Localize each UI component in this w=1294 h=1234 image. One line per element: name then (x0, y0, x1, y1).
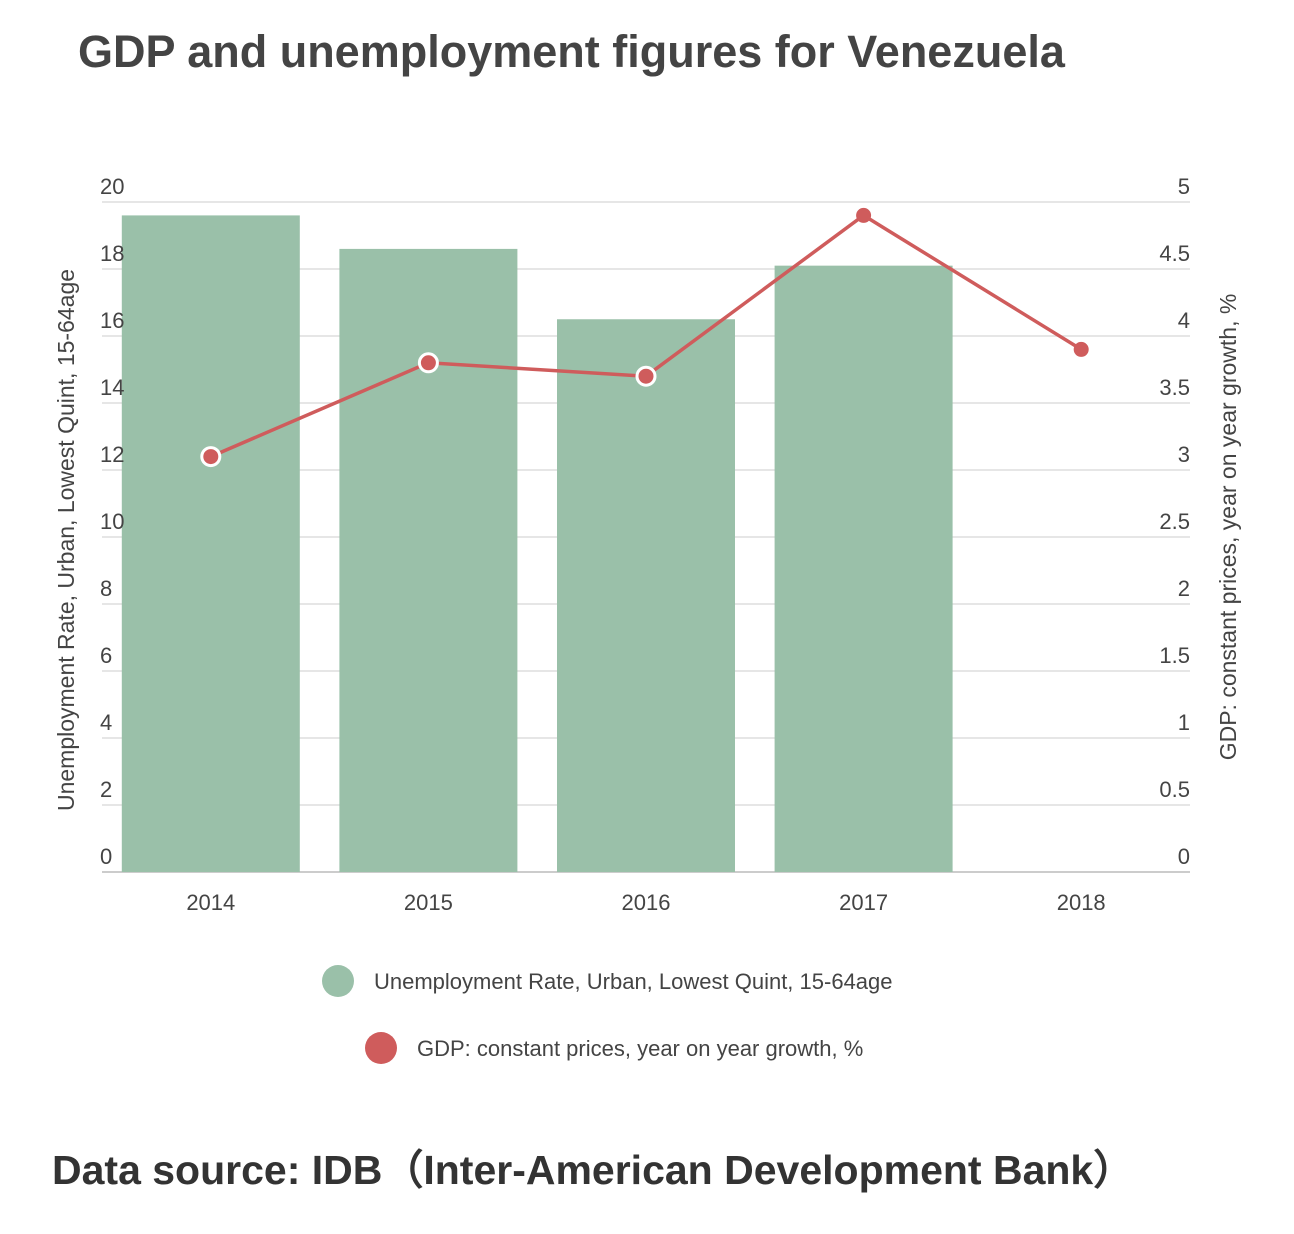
left-tick-label: 0 (100, 844, 112, 869)
left-tick-label: 16 (100, 308, 124, 333)
left-tick-label: 6 (100, 643, 112, 668)
bar (121, 215, 300, 872)
left-tick-label: 2 (100, 777, 112, 802)
left-tick-label: 8 (100, 576, 112, 601)
legend: Unemployment Rate, Urban, Lowest Quint, … (322, 965, 893, 1064)
right-axis-ticks: 0 0.5 1 1.5 2 2.5 3 3.5 4 4.5 5 (1159, 174, 1190, 869)
right-tick-label: 2 (1178, 576, 1190, 601)
right-tick-label: 1.5 (1159, 643, 1190, 668)
right-tick-label: 4 (1178, 308, 1190, 333)
right-tick-label: 3.5 (1159, 375, 1190, 400)
line-point (856, 207, 872, 223)
x-axis-ticks: 2014 2015 2016 2017 2018 (186, 890, 1105, 915)
left-axis-ticks: 0 2 4 6 8 10 12 14 16 18 20 (100, 174, 124, 869)
legend-label: Unemployment Rate, Urban, Lowest Quint, … (374, 969, 893, 994)
left-axis-label: Unemployment Rate, Urban, Lowest Quint, … (53, 269, 79, 811)
x-tick-label: 2018 (1057, 890, 1106, 915)
right-tick-label: 1 (1178, 710, 1190, 735)
line-point (635, 365, 657, 387)
left-tick-label: 12 (100, 442, 124, 467)
bar-series (121, 215, 953, 872)
right-tick-label: 2.5 (1159, 509, 1190, 534)
chart-title: GDP and unemployment figures for Venezue… (78, 26, 1065, 77)
right-tick-label: 4.5 (1159, 241, 1190, 266)
right-tick-label: 3 (1178, 442, 1190, 467)
bar (557, 319, 735, 872)
left-tick-label: 4 (100, 710, 112, 735)
line-point (1073, 341, 1089, 357)
right-tick-label: 0 (1178, 844, 1190, 869)
bar (339, 248, 518, 872)
line-points (200, 207, 1089, 468)
bar (774, 265, 953, 872)
line-point (200, 446, 222, 468)
data-source-note: Data source: IDB（Inter-American Developm… (52, 1147, 1135, 1193)
right-axis-label: GDP: constant prices, year on year growt… (1215, 294, 1241, 761)
x-tick-label: 2014 (186, 890, 235, 915)
x-tick-label: 2015 (404, 890, 453, 915)
legend-swatch (365, 1032, 397, 1064)
left-tick-label: 18 (100, 241, 124, 266)
x-tick-label: 2016 (622, 890, 671, 915)
line-point (417, 352, 439, 374)
legend-label: GDP: constant prices, year on year growt… (417, 1036, 863, 1061)
right-tick-label: 0.5 (1159, 777, 1190, 802)
x-tick-label: 2017 (839, 890, 888, 915)
left-tick-label: 14 (100, 375, 124, 400)
left-tick-label: 20 (100, 174, 124, 199)
right-tick-label: 5 (1178, 174, 1190, 199)
left-tick-label: 10 (100, 509, 124, 534)
legend-swatch (322, 965, 354, 997)
